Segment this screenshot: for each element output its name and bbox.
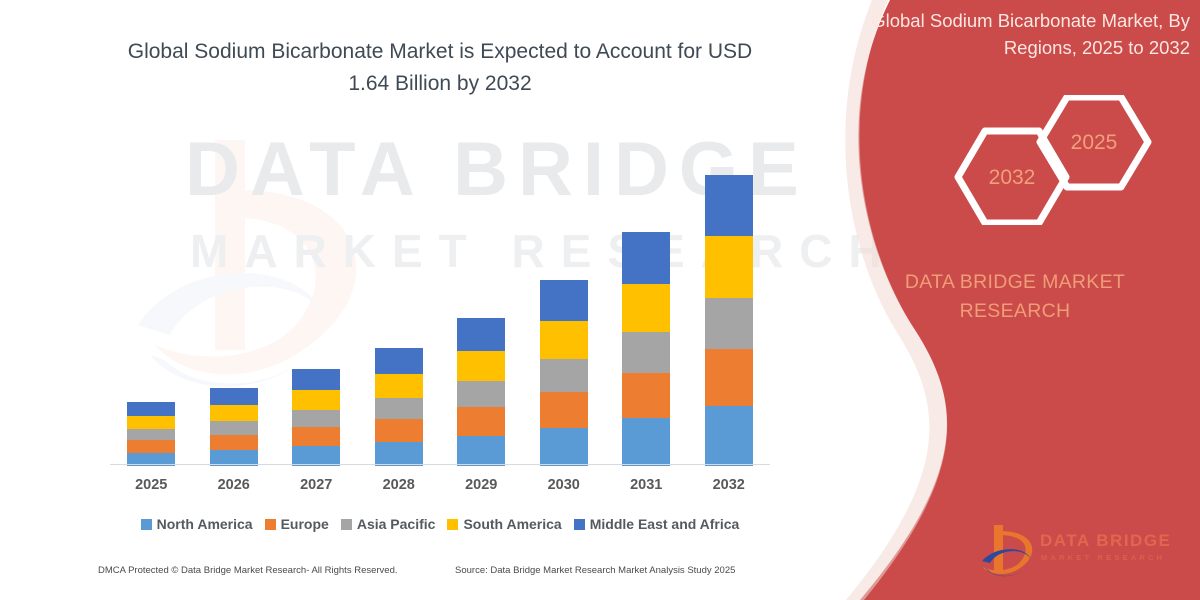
legend-label: South America xyxy=(463,516,562,532)
legend-item[interactable]: Europe xyxy=(264,516,329,532)
bar-group xyxy=(622,232,671,466)
x-axis-label: 2028 xyxy=(382,477,415,493)
bar-segment xyxy=(292,369,341,390)
logo-text-sub: MARKET RESEARCH xyxy=(1041,553,1166,562)
legend-label: Europe xyxy=(280,516,329,532)
bar-segment xyxy=(127,429,176,440)
bar-segment xyxy=(292,446,341,466)
legend-item[interactable]: South America xyxy=(447,516,562,532)
bar-segment xyxy=(292,427,341,446)
footer: DMCA Protected © Data Bridge Market Rese… xyxy=(0,565,900,589)
x-axis-label: 2025 xyxy=(135,477,168,493)
bar-segment xyxy=(127,453,176,466)
bar-segment xyxy=(457,407,506,436)
bar-group xyxy=(704,175,753,466)
bar-segment xyxy=(539,321,588,359)
legend-swatch-icon xyxy=(140,518,152,530)
bar-segment xyxy=(374,398,423,419)
x-axis-label: 2031 xyxy=(630,477,663,493)
legend-label: Asia Pacific xyxy=(356,516,436,532)
x-axis-line xyxy=(110,464,770,465)
company-logo: DATA BRIDGE MARKET RESEARCH xyxy=(980,523,1195,585)
x-axis-label: 2027 xyxy=(300,477,333,493)
brand-line-1: DATA BRIDGE MARKET xyxy=(904,271,1126,293)
bar-segment xyxy=(457,318,506,351)
bar-segment xyxy=(127,416,176,429)
bar-group xyxy=(209,388,258,466)
bar-group xyxy=(127,402,176,466)
x-axis-label: 2026 xyxy=(217,477,250,493)
bar-segment xyxy=(539,428,588,466)
bar-segment xyxy=(704,406,753,466)
legend-item[interactable]: Asia Pacific xyxy=(340,516,436,532)
data-bridge-logo-icon xyxy=(982,525,1033,577)
bar-segment xyxy=(622,232,671,284)
bar-segment xyxy=(457,351,506,381)
footer-copyright: DMCA Protected © Data Bridge Market Rese… xyxy=(98,565,398,576)
legend-swatch-icon xyxy=(447,518,459,530)
red-panel-shape xyxy=(845,0,1200,600)
bar-group xyxy=(292,369,341,466)
bar-segment xyxy=(457,436,506,466)
x-axis-label: 2029 xyxy=(465,477,498,493)
bar-segment xyxy=(539,280,588,321)
bar-chart-plot xyxy=(110,140,770,466)
brand-panel: Global Sodium Bicarbonate Market, By Reg… xyxy=(820,0,1200,600)
bar-segment xyxy=(292,410,341,427)
bar-segment xyxy=(622,373,671,418)
bar-segment xyxy=(209,435,258,450)
legend-item[interactable]: North America xyxy=(140,516,253,532)
hex-label-2032: 2032 xyxy=(988,166,1036,189)
footer-source: Source: Data Bridge Market Research Mark… xyxy=(455,565,736,576)
hexagon-badges: 2032 2025 xyxy=(910,93,1200,227)
chart-legend: North America Europe Asia Pacific South Ame… xyxy=(110,512,770,536)
bar-segment xyxy=(622,332,671,373)
bar-segment xyxy=(374,419,423,442)
bar-segment xyxy=(209,421,258,435)
bar-segment xyxy=(209,388,258,405)
bar-group xyxy=(457,318,506,466)
legend-label: Middle East and Africa xyxy=(589,516,740,532)
legend-item[interactable]: Middle East and Africa xyxy=(573,516,740,532)
bar-segment xyxy=(374,348,423,374)
x-axis-label: 2032 xyxy=(712,477,745,493)
hex-label-2025: 2025 xyxy=(1070,131,1118,154)
bar-segment xyxy=(704,349,753,406)
bar-segment xyxy=(704,175,753,236)
legend-label: North America xyxy=(156,516,253,532)
bar-segment xyxy=(539,359,588,392)
bar-segment xyxy=(704,236,753,298)
bar-segment xyxy=(539,392,588,428)
bar-segment xyxy=(622,284,671,332)
watermark-text-line2: MARKET RESEARCH xyxy=(190,225,898,277)
watermark-text-line1: DATA BRIDGE xyxy=(185,127,809,212)
legend-swatch-icon xyxy=(340,518,352,530)
bar-segment xyxy=(374,374,423,398)
bar-segment xyxy=(457,381,506,407)
brand-name: DATA BRIDGE MARKET RESEARCH xyxy=(850,268,1180,327)
hexagon-outlines-icon xyxy=(954,93,1152,227)
logo-text-main: DATA BRIDGE xyxy=(1040,531,1172,550)
bar-segment xyxy=(704,298,753,349)
brand-line-2: RESEARCH xyxy=(959,300,1071,323)
legend-swatch-icon xyxy=(573,518,585,530)
chart-panel: DATA BRIDGE MARKET RESEARCH Global Sodiu… xyxy=(0,40,900,589)
x-axis-label: 2030 xyxy=(547,477,580,493)
bar-segment xyxy=(209,405,258,421)
bar-segment xyxy=(127,440,176,453)
bar-group xyxy=(539,280,588,466)
bar-segment xyxy=(209,450,258,466)
legend-swatch-icon xyxy=(264,518,276,530)
x-axis-labels: 2025 2026 2027 2028 2029 2030 2031 2032 xyxy=(110,474,770,500)
watermark-logo-icon xyxy=(138,140,357,387)
bar-segment xyxy=(292,390,341,410)
bar-segment xyxy=(622,418,671,466)
bar-group xyxy=(374,348,423,466)
brand-panel-title: Global Sodium Bicarbonate Market, By Reg… xyxy=(871,10,1190,58)
page-title: Global Sodium Bicarbonate Market is Expe… xyxy=(127,40,753,95)
bar-segment xyxy=(374,442,423,466)
bar-segment xyxy=(127,402,176,416)
